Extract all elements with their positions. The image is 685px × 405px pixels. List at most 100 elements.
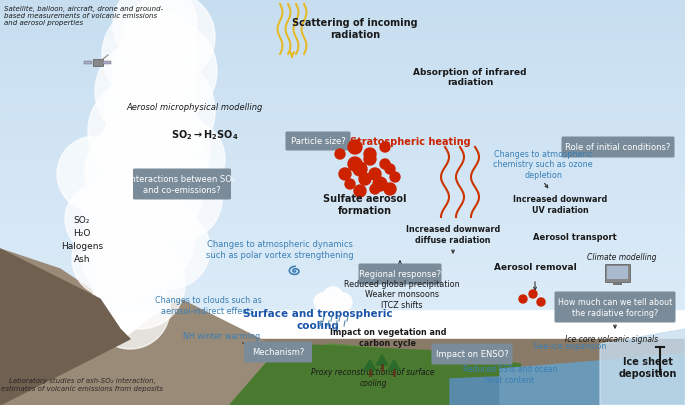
Circle shape [369,168,381,181]
Bar [0,112,685,113]
Text: Impact on vegetation and
carbon cycle: Impact on vegetation and carbon cycle [329,328,446,347]
Bar [0,302,685,303]
Bar [0,202,685,203]
Text: Changes to clouds such as
aerosol-indirect effects: Changes to clouds such as aerosol-indire… [155,296,262,315]
Bar [0,179,685,181]
Bar [0,28,685,29]
Bar [0,43,685,44]
Bar [0,257,685,258]
Circle shape [145,120,225,200]
Bar [0,217,685,218]
Bar [0,135,685,136]
Bar [0,190,685,192]
Circle shape [105,57,215,166]
Bar [0,101,685,102]
Bar [0,196,685,198]
Bar [0,133,685,134]
Bar [0,171,685,172]
Circle shape [82,166,178,262]
Bar [0,97,685,98]
Circle shape [364,149,376,161]
Bar [0,305,685,306]
Circle shape [113,0,197,67]
Bar [0,286,685,287]
Bar [0,26,685,27]
Bar [613,282,622,285]
Bar [0,39,685,40]
Bar [0,274,685,275]
Bar [0,279,685,280]
Circle shape [323,287,343,307]
Bar [0,111,685,112]
Circle shape [102,7,198,103]
Bar [0,32,685,33]
Bar [0,284,685,285]
Circle shape [138,158,222,241]
Bar [0,262,685,263]
Text: SO₂
H₂O
Halogens
Ash: SO₂ H₂O Halogens Ash [61,215,103,264]
Bar [0,224,685,226]
Circle shape [329,298,347,316]
Text: Mechanism?: Mechanism? [252,347,304,357]
Circle shape [354,185,366,198]
Circle shape [320,299,336,315]
Polygon shape [0,249,130,405]
Bar [0,230,685,231]
Bar [0,301,685,302]
Bar [0,134,685,135]
Bar [0,220,685,222]
Bar [0,51,685,52]
FancyBboxPatch shape [554,292,675,323]
Bar [0,244,685,245]
Bar [0,211,685,213]
Bar [0,55,685,56]
Bar [0,276,685,277]
Bar [0,172,685,173]
Bar [103,62,111,65]
FancyBboxPatch shape [562,137,675,158]
Bar [0,173,685,174]
Bar [0,155,685,156]
Circle shape [348,158,362,172]
Bar [0,8,685,9]
Bar [0,115,685,116]
Bar [0,216,685,217]
Bar [0,90,685,91]
Circle shape [519,295,527,303]
Bar [0,185,685,187]
Circle shape [364,153,376,166]
Circle shape [370,185,380,194]
Circle shape [98,143,202,246]
Bar [0,96,685,97]
Bar [0,41,685,42]
Bar [0,159,685,160]
Bar [0,282,685,283]
Bar [0,293,685,294]
Bar [0,17,685,18]
Circle shape [537,298,545,306]
Bar [0,52,685,53]
Bar [0,122,685,123]
Bar [0,203,685,205]
Bar [0,300,685,301]
Polygon shape [388,360,400,370]
Bar [0,31,685,32]
Bar [0,45,685,46]
Bar [0,36,685,37]
Bar [0,270,685,271]
Bar [0,271,685,272]
FancyBboxPatch shape [358,264,442,285]
Circle shape [125,0,215,83]
Bar [0,188,685,189]
Text: Stratospheric heating: Stratospheric heating [349,136,471,147]
Bar [0,125,685,126]
Bar [0,108,685,109]
Circle shape [65,185,135,254]
Bar [0,98,685,99]
Bar [0,1,685,2]
Bar [0,280,685,281]
Bar [0,3,685,4]
Circle shape [95,42,195,142]
Bar [0,49,685,50]
Bar [0,116,685,117]
